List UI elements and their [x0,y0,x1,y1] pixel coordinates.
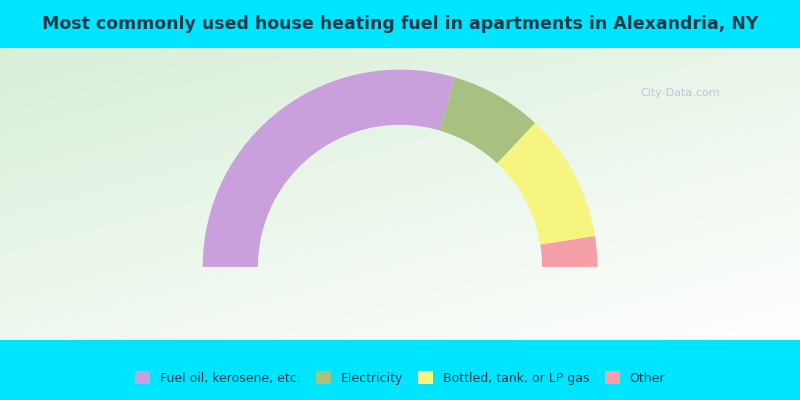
Legend: Fuel oil, kerosene, etc., Electricity, Bottled, tank, or LP gas, Other: Fuel oil, kerosene, etc., Electricity, B… [130,366,670,390]
Text: City-Data.com: City-Data.com [640,88,720,98]
Wedge shape [498,123,595,245]
Wedge shape [202,70,455,267]
Wedge shape [540,236,598,267]
Wedge shape [440,78,535,163]
Text: Most commonly used house heating fuel in apartments in Alexandria, NY: Most commonly used house heating fuel in… [42,15,758,33]
